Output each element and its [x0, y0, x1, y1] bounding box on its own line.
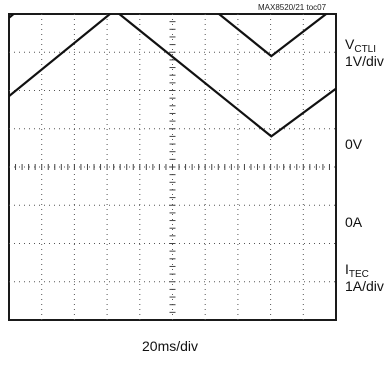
channel-2-zero-label: 0A: [345, 214, 363, 230]
channel-2-trace: [9, 14, 336, 138]
channel-1-trace: [9, 14, 328, 58]
channel-1-scale-label: 1V/div: [345, 53, 384, 69]
x-axis-label: 20ms/div: [142, 338, 199, 354]
channel-1-name-label: VCTLI: [345, 36, 377, 56]
figure-id: MAX8520/21 toc07: [258, 3, 327, 12]
channel-2-name-label: ITEC: [345, 261, 369, 281]
channel-1-zero-label: 0V: [345, 136, 363, 152]
channel-2-scale-label: 1A/div: [345, 278, 384, 294]
